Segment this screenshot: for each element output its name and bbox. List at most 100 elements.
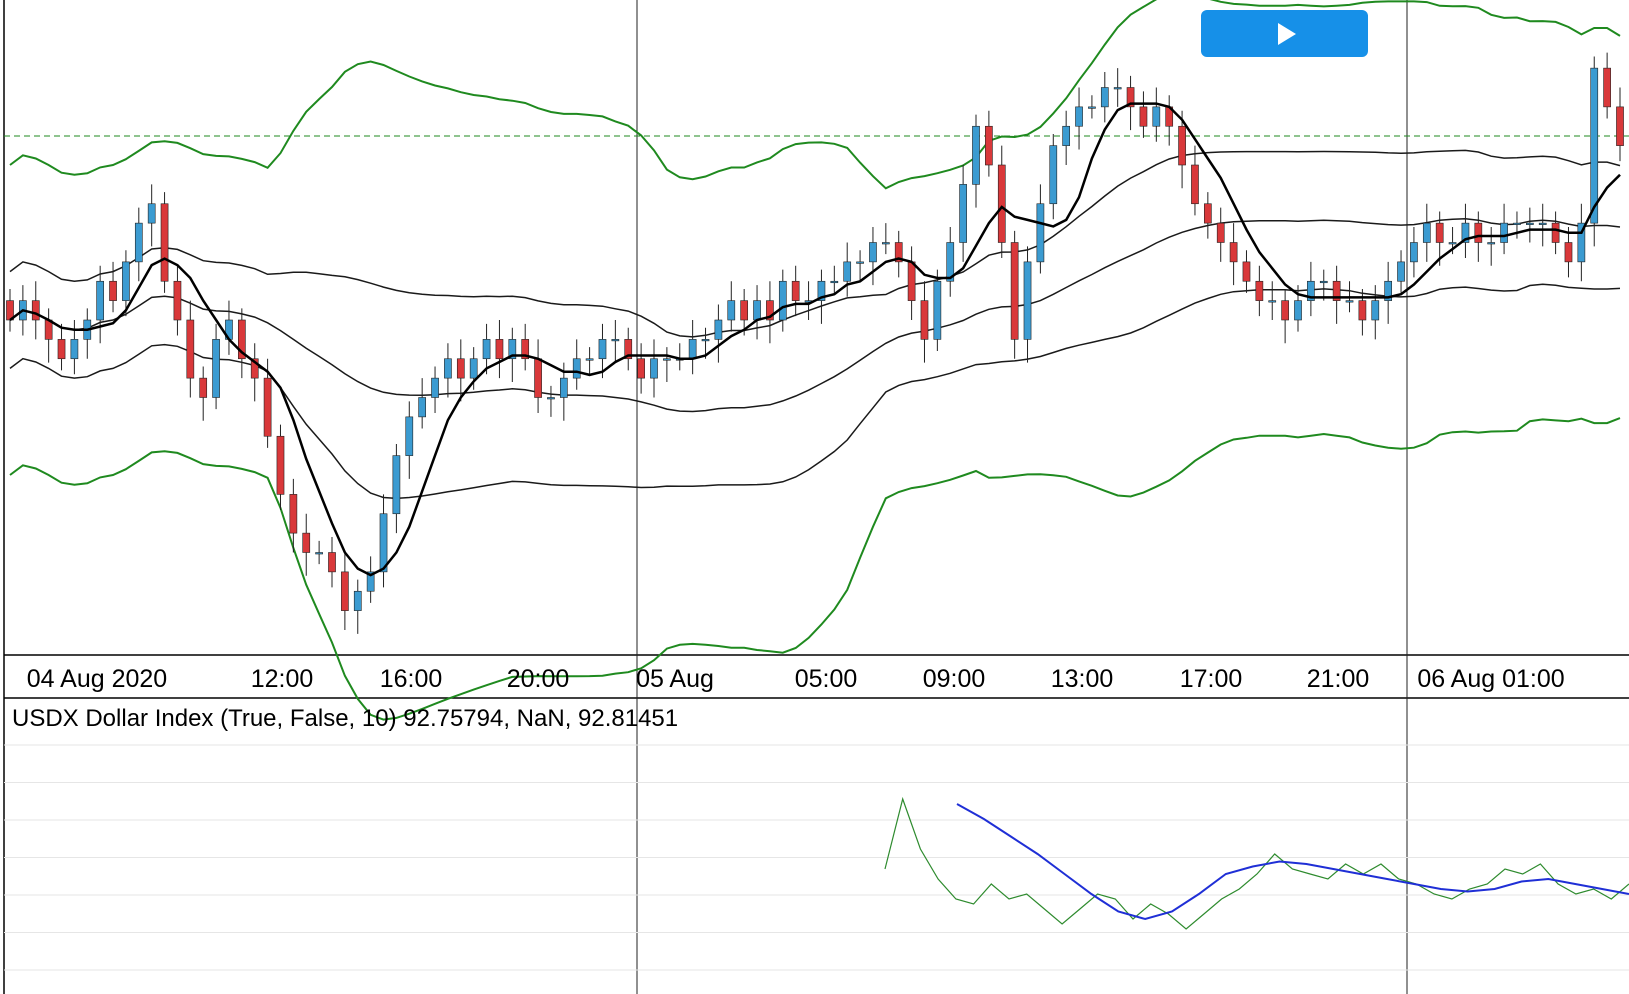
- candle-body: [508, 339, 517, 360]
- candle-body: [1307, 280, 1315, 301]
- candle-body: [1319, 280, 1328, 284]
- candle: [1139, 91, 1148, 138]
- candle-body: [1062, 125, 1071, 146]
- candle-body: [1203, 203, 1212, 224]
- candle: [869, 227, 877, 286]
- candle-body: [469, 358, 478, 379]
- candle-body: [263, 377, 272, 437]
- candle: [1152, 87, 1161, 142]
- candle-body: [740, 300, 749, 321]
- candle: [57, 323, 66, 371]
- candle: [147, 184, 156, 247]
- candle: [353, 579, 362, 634]
- candle: [1049, 134, 1058, 220]
- candle-body: [907, 261, 916, 301]
- candle-body: [972, 125, 980, 185]
- candle-body: [366, 571, 375, 592]
- candle: [572, 339, 581, 390]
- candle: [1062, 110, 1071, 165]
- lower-outer-band: [9, 417, 1621, 721]
- candle-body: [1384, 280, 1393, 301]
- candle-body: [1371, 300, 1380, 321]
- candle: [341, 552, 349, 630]
- candle-body: [1448, 242, 1457, 245]
- candle-body: [482, 339, 491, 360]
- candle-body: [160, 203, 169, 282]
- candle: [1191, 145, 1199, 216]
- candle-body: [997, 164, 1006, 243]
- candle: [173, 265, 182, 336]
- candle-body: [109, 280, 117, 301]
- candle: [1332, 265, 1341, 324]
- candle-body: [1435, 222, 1444, 243]
- candle-body: [817, 280, 826, 301]
- candle-body: [920, 300, 929, 340]
- candle-body: [753, 300, 761, 321]
- candle-body: [1139, 106, 1148, 127]
- candle: [740, 289, 749, 336]
- candle: [250, 343, 259, 402]
- candle-body: [173, 280, 182, 321]
- candle: [1229, 223, 1238, 286]
- candle-body: [1100, 87, 1109, 108]
- candle: [881, 223, 890, 255]
- candle-body: [134, 222, 143, 263]
- candle-body: [1191, 164, 1199, 205]
- candle: [1435, 211, 1444, 266]
- candle-body: [1036, 203, 1045, 263]
- candle: [959, 165, 967, 262]
- candle: [894, 230, 903, 278]
- candle: [1319, 269, 1328, 301]
- candle-body: [1242, 261, 1251, 282]
- candle-body: [341, 571, 349, 611]
- candle-body: [405, 416, 414, 456]
- candle-body: [856, 261, 864, 264]
- candle-body: [778, 280, 787, 321]
- indicator-panel: [4, 744, 1629, 971]
- candle: [521, 323, 530, 371]
- candle-body: [418, 397, 427, 418]
- candle-body: [250, 358, 259, 379]
- candle-body: [1474, 222, 1483, 243]
- candle-body: [315, 552, 323, 555]
- candle-body: [1088, 106, 1096, 109]
- candle-body: [237, 319, 246, 360]
- candle-body: [894, 242, 903, 263]
- candle: [1564, 227, 1573, 278]
- candle: [650, 339, 658, 398]
- candle-body: [1216, 222, 1225, 243]
- candle-body: [1577, 222, 1586, 263]
- candle: [160, 192, 169, 293]
- candle: [997, 145, 1006, 258]
- candle-body: [212, 339, 220, 398]
- candle-body: [1010, 242, 1019, 340]
- candle-body: [559, 377, 568, 398]
- candle: [379, 494, 388, 588]
- candle-body: [688, 339, 697, 360]
- candle-body: [1229, 242, 1238, 263]
- candle-body: [1422, 222, 1431, 243]
- candle: [212, 323, 220, 410]
- candle-body: [444, 358, 452, 379]
- candle-body: [534, 358, 542, 398]
- time-tick-label: 06 Aug 01:00: [1417, 665, 1564, 693]
- play-button[interactable]: [1201, 10, 1368, 57]
- candle-body: [122, 261, 130, 301]
- candle: [122, 250, 130, 317]
- candle-body: [1590, 67, 1599, 224]
- candle: [766, 281, 774, 344]
- candle: [405, 401, 414, 479]
- candle-body: [598, 339, 607, 360]
- indicator-title: USDX Dollar Index (True, False, 10) 92.7…: [12, 705, 678, 732]
- time-tick-label: 05:00: [795, 665, 858, 693]
- candle: [753, 285, 761, 340]
- candle: [856, 250, 864, 282]
- candle-body: [1281, 300, 1289, 321]
- candle-body: [1487, 242, 1496, 245]
- candle: [186, 300, 195, 398]
- candle-body: [572, 358, 581, 379]
- candle-body: [1255, 280, 1264, 301]
- candle: [598, 323, 607, 379]
- candle: [1178, 110, 1186, 189]
- candle: [624, 327, 633, 371]
